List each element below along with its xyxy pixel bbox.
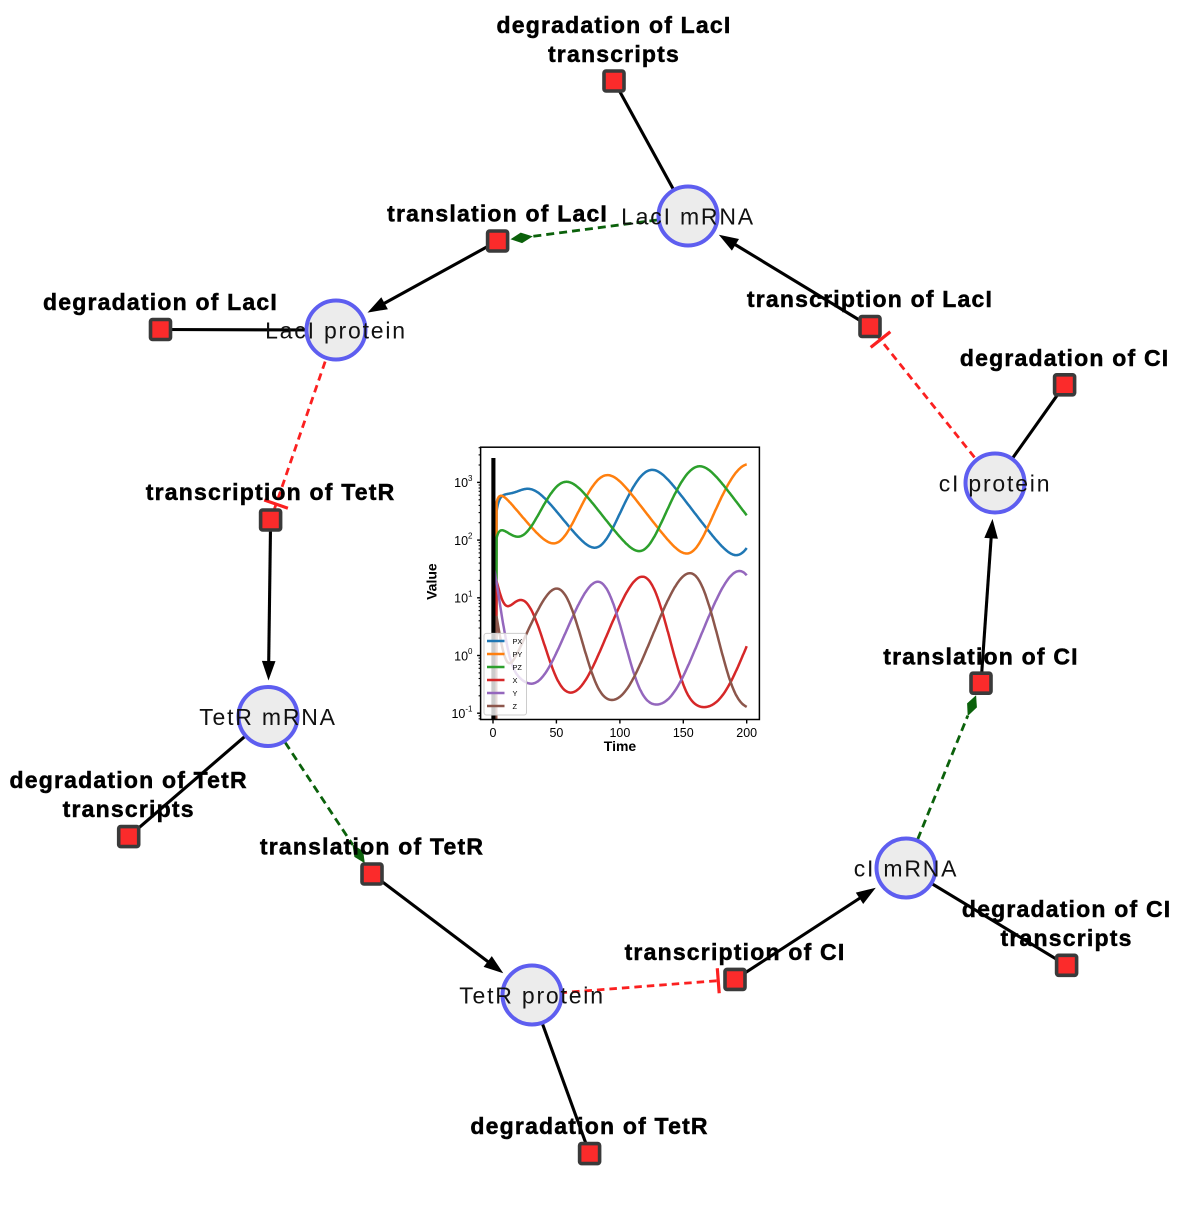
svg-text:transcripts: transcripts <box>63 796 195 822</box>
svg-text:X: X <box>513 676 518 685</box>
svg-text:degradation of CI: degradation of CI <box>960 345 1170 371</box>
svg-text:LacI protein: LacI protein <box>265 317 407 343</box>
svg-text:translation of TetR: translation of TetR <box>260 834 484 860</box>
svg-text:transcripts: transcripts <box>548 41 680 67</box>
svg-text:degradation of TetR: degradation of TetR <box>470 1113 708 1139</box>
svg-text:transcription of LacI: transcription of LacI <box>747 286 993 312</box>
svg-text:translation of LacI: translation of LacI <box>387 201 608 227</box>
svg-text:PY: PY <box>513 650 523 659</box>
svg-text:150: 150 <box>673 726 694 740</box>
svg-text:degradation of LacI: degradation of LacI <box>497 12 732 38</box>
svg-text:cI mRNA: cI mRNA <box>854 855 959 881</box>
svg-text:TetR mRNA: TetR mRNA <box>199 704 337 730</box>
svg-text:degradation of LacI: degradation of LacI <box>43 289 278 315</box>
svg-text:0: 0 <box>490 726 497 740</box>
svg-text:transcription of CI: transcription of CI <box>625 939 846 965</box>
svg-text:Time: Time <box>604 738 637 754</box>
svg-text:50: 50 <box>549 726 563 740</box>
svg-text:PX: PX <box>513 637 523 646</box>
svg-text:100: 100 <box>609 726 630 740</box>
svg-text:translation of CI: translation of CI <box>883 644 1078 670</box>
svg-text:degradation of TetR: degradation of TetR <box>10 767 248 793</box>
svg-text:PZ: PZ <box>513 663 523 672</box>
svg-text:degradation of CI: degradation of CI <box>962 896 1172 922</box>
svg-text:200: 200 <box>736 726 757 740</box>
svg-text:Z: Z <box>513 702 518 711</box>
svg-text:transcription of TetR: transcription of TetR <box>146 479 396 505</box>
svg-text:transcripts: transcripts <box>1001 925 1133 951</box>
svg-text:cI protein: cI protein <box>939 470 1052 496</box>
svg-text:Y: Y <box>513 689 518 698</box>
svg-text:LacI mRNA: LacI mRNA <box>621 203 755 229</box>
svg-text:TetR protein: TetR protein <box>459 982 605 1008</box>
svg-text:Value: Value <box>424 563 440 600</box>
